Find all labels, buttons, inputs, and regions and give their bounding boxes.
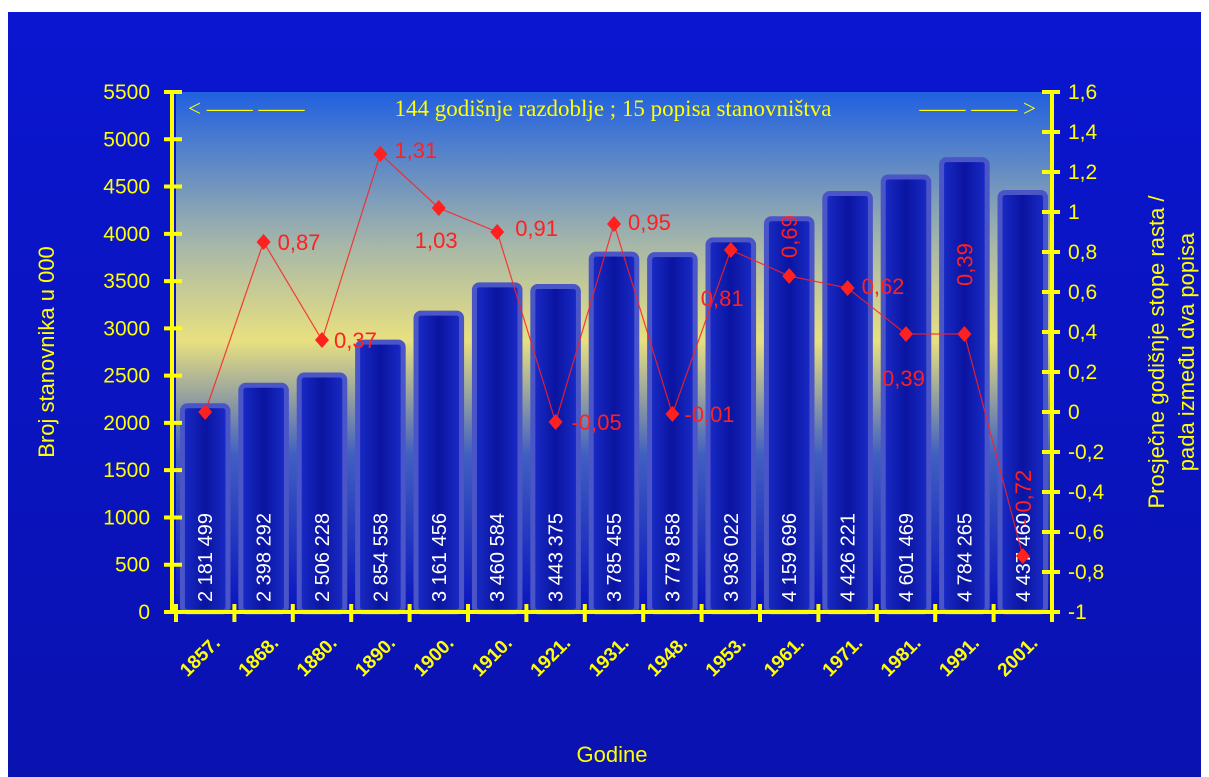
y2-axis-title-line1: Prosječne godišnje stope rasta / xyxy=(1144,195,1169,509)
rate-value-label: 0,69 xyxy=(777,215,802,258)
bar-value-label: 3 779 858 xyxy=(662,513,684,602)
bar-value-label: 2 181 499 xyxy=(195,513,217,602)
rate-marker xyxy=(957,326,972,342)
y-tick-label: 2000 xyxy=(103,412,150,435)
rate-value-label: 0,37 xyxy=(334,328,377,353)
bar-value-label: 3 936 022 xyxy=(721,513,743,602)
y2-tick-label: 1,6 xyxy=(1068,81,1097,104)
rate-marker xyxy=(607,216,621,232)
rate-marker xyxy=(1015,548,1030,564)
y2-tick-label: -0,2 xyxy=(1068,441,1104,464)
bar-value-label: 2 854 558 xyxy=(370,513,392,602)
y2-tick-label: -0,8 xyxy=(1068,561,1104,584)
y-axis-title: Broj stanovnika u 000 xyxy=(34,246,59,458)
y2-tick-label: 0,6 xyxy=(1068,281,1097,304)
rate-marker xyxy=(431,200,446,216)
rate-value-label: 0,95 xyxy=(628,210,671,235)
y-tick-label: 1000 xyxy=(103,506,150,529)
y-tick-label: 4000 xyxy=(103,223,150,246)
bar-value-label: 2 398 292 xyxy=(254,513,276,602)
y2-tick-label: 1,4 xyxy=(1068,121,1098,144)
banner-text: 144 godišnje razdoblje ; 15 popisa stano… xyxy=(395,96,832,121)
rate-value-label: 0,62 xyxy=(862,274,905,299)
rate-value-label: 1,31 xyxy=(394,138,437,163)
x-axis-title: Godine xyxy=(577,742,648,767)
rate-value-label: - 0,72 xyxy=(1011,470,1036,526)
rate-value-label: 0,81 xyxy=(701,286,744,311)
y-tick-label: 500 xyxy=(115,554,150,577)
y-tick-label: 5000 xyxy=(103,128,150,151)
rate-marker xyxy=(256,234,271,250)
y2-tick-label: 1,2 xyxy=(1068,161,1097,184)
rate-marker xyxy=(723,242,738,258)
left-ticks: 0 500 1000 1500 2000 2500 3000 3500 4000 4500 5000… xyxy=(103,81,182,624)
y-tick-label: 1500 xyxy=(103,459,150,482)
rate-value-label: 1,03 xyxy=(415,228,458,253)
y-tick-label: 5500 xyxy=(103,81,150,104)
y-tick-label: 2500 xyxy=(103,365,150,388)
y2-tick-label: 0,4 xyxy=(1068,321,1098,344)
bar-value-label: 3 443 375 xyxy=(546,513,568,602)
rate-marker xyxy=(665,406,680,422)
rate-marker xyxy=(490,224,505,240)
rate-value-label: -0,05 xyxy=(572,410,622,435)
rate-value-label: 0,39 xyxy=(952,243,977,286)
bar-value-label: 3 161 456 xyxy=(429,513,451,602)
rate-line-layer: 0,87 0,37 1,31 1,03 0,91 -0,05 0,95 -0,01 0,81 0,… xyxy=(198,138,1036,564)
rate-value-label: -0,01 xyxy=(684,402,734,427)
rate-marker xyxy=(899,326,913,342)
bar-value-label: 4 426 221 xyxy=(838,513,860,602)
bar-labels-layer: 2 181 499 2 398 292 2 506 228 2 854 558 3 16… xyxy=(195,513,1035,602)
bar-value-label: 4 159 696 xyxy=(779,513,801,602)
y2-tick-label: -0,6 xyxy=(1068,521,1104,544)
y2-tick-label: -1 xyxy=(1068,601,1087,624)
banner-right: —— —— > xyxy=(919,96,1036,121)
y2-tick-label: 0,2 xyxy=(1068,361,1097,384)
rate-marker xyxy=(315,332,329,348)
y2-tick-label: 0,8 xyxy=(1068,241,1097,264)
axes-layer xyxy=(170,92,1054,614)
rate-marker xyxy=(198,404,213,420)
rate-value-label: 0,39 xyxy=(882,366,925,391)
y-tick-label: 0 xyxy=(138,601,150,624)
y-tick-label: 3000 xyxy=(103,317,150,340)
rate-marker xyxy=(373,146,388,162)
rate-value-label: 0,87 xyxy=(278,230,321,255)
rate-value-label: 0,91 xyxy=(515,216,558,241)
y2-axis-title-line2: pada između dva popisa xyxy=(1174,232,1199,471)
y2-tick-label: -0,4 xyxy=(1068,481,1105,504)
rate-marker xyxy=(782,268,797,284)
right-ticks: -1 -0,8 -0,6 -0,4 -0,2 0 0,2 0,4 0,6 0,8 1 1,2 1,4 1,… xyxy=(1042,81,1105,624)
y-tick-label: 4500 xyxy=(103,176,150,199)
bar-value-label: 3 460 584 xyxy=(487,513,509,602)
banner-left: < —— —— xyxy=(188,96,305,121)
y2-tick-label: 1 xyxy=(1068,201,1080,224)
y2-tick-label: 0 xyxy=(1068,401,1080,424)
bar-value-label: 2 506 228 xyxy=(312,513,334,602)
y-tick-label: 3500 xyxy=(103,270,150,293)
bar-value-label: 3 785 455 xyxy=(604,513,626,602)
rate-marker xyxy=(548,414,563,430)
rate-marker xyxy=(840,280,855,296)
bar-value-label: 4 784 265 xyxy=(954,513,976,602)
bar-value-label: 4 601 469 xyxy=(896,513,918,602)
